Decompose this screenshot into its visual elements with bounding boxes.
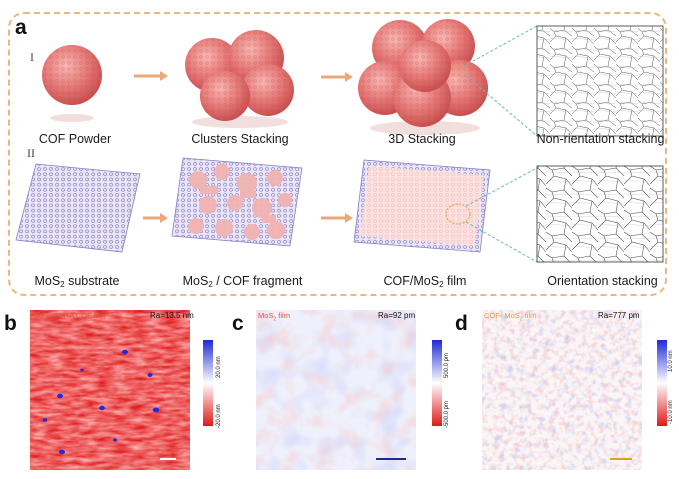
cof-powder-sphere xyxy=(42,45,102,122)
arrow-row2-2 xyxy=(321,213,353,223)
panel-c-ra: Ra=92 pm xyxy=(378,311,416,320)
non-orientation-network xyxy=(536,25,664,137)
scalebar-c xyxy=(376,458,406,460)
caption-mos2-substrate: MoS2 substrate xyxy=(34,274,120,289)
caption-cof-powder: COF Powder xyxy=(38,132,112,146)
panel-a-frame xyxy=(8,12,667,296)
row-label-II: II xyxy=(27,146,35,160)
caption-non-orientation: Non-rientation stacking xyxy=(536,132,665,146)
cof-mos2-film xyxy=(353,159,491,253)
zoom-line-1b xyxy=(463,73,538,137)
colorbar-c xyxy=(432,340,442,426)
scalebar-d xyxy=(610,458,632,460)
panel-letter-d: d xyxy=(455,312,468,335)
caption-3d-stacking: 3D Stacking xyxy=(388,132,456,146)
caption-clusters-stacking: Clusters Stacking xyxy=(191,132,289,146)
arrow-row2-1 xyxy=(143,213,168,223)
panel-letter-a: a xyxy=(15,16,27,39)
panel-letter-c: c xyxy=(232,312,244,335)
afm-map-d xyxy=(482,310,642,470)
caption-orientation: Orientation stacking xyxy=(547,274,658,288)
colorbar-d-bottom: -10.0 nm xyxy=(668,400,674,424)
colorbar-c-bottom: -500.0 pm xyxy=(444,400,450,428)
colorbar-b xyxy=(203,340,213,426)
arrow-row1-1 xyxy=(134,71,168,81)
orientation-network xyxy=(536,165,664,263)
panel-d-ra: Ra=777 pm xyxy=(598,311,640,320)
zoom-line-1a xyxy=(463,25,538,67)
afm-map-b xyxy=(30,310,190,470)
colorbar-b-bottom: -20.0 nm xyxy=(216,404,222,428)
clusters-stacking xyxy=(185,30,294,128)
panel-d-label: COF- MoS2 film xyxy=(484,311,537,323)
afm-map-c xyxy=(256,310,416,470)
mos2-substrate xyxy=(15,163,141,253)
caption-cof-mos2-film: COF/MoS2 film xyxy=(383,274,467,289)
panel-a-illustrations xyxy=(15,19,664,263)
panel-b-ra: Ra=13.5 nm xyxy=(150,311,194,320)
colorbar-b-top: 20.0 nm xyxy=(216,356,222,378)
colorbar-d xyxy=(657,340,667,426)
colorbar-c-top: 500.0 pm xyxy=(444,352,450,378)
zoom-line-2a xyxy=(465,167,538,207)
colorbar-d-top: 10.0 nm xyxy=(668,350,674,372)
panel-b-label: TAPB-DMTA COF film xyxy=(32,311,106,320)
3d-stacking xyxy=(358,19,488,135)
zoom-line-2b xyxy=(465,221,538,263)
row-label-I: I xyxy=(30,50,34,64)
panel-c-label: MoS2 film xyxy=(258,311,290,323)
mos2-cof-fragment xyxy=(171,157,303,247)
panel-letter-b: b xyxy=(4,312,17,335)
arrow-row1-2 xyxy=(321,72,353,82)
caption-mos2-cof-fragment: MoS2 / COF fragment xyxy=(182,274,303,289)
scalebar-b xyxy=(160,458,176,460)
